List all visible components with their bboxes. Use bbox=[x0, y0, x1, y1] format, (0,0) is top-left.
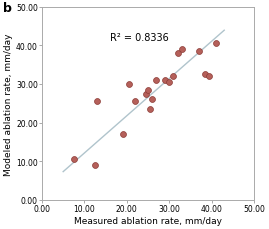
Point bbox=[167, 81, 171, 85]
Point bbox=[144, 92, 148, 96]
Point bbox=[171, 75, 175, 79]
Y-axis label: Modeled ablation rate, mm/day: Modeled ablation rate, mm/day bbox=[4, 33, 13, 175]
Point bbox=[127, 83, 131, 86]
Point bbox=[203, 73, 207, 77]
Text: b: b bbox=[3, 2, 12, 15]
Point bbox=[163, 79, 167, 83]
Point bbox=[148, 108, 152, 112]
Point bbox=[154, 79, 158, 83]
Point bbox=[146, 89, 150, 92]
Point bbox=[72, 158, 76, 161]
Point bbox=[180, 48, 184, 52]
Point bbox=[133, 100, 137, 104]
Point bbox=[95, 100, 99, 104]
Point bbox=[175, 52, 180, 56]
Point bbox=[197, 50, 201, 54]
X-axis label: Measured ablation rate, mm/day: Measured ablation rate, mm/day bbox=[74, 216, 222, 225]
Point bbox=[207, 75, 211, 79]
Point bbox=[120, 133, 125, 136]
Point bbox=[93, 164, 97, 167]
Text: R² = 0.8336: R² = 0.8336 bbox=[110, 32, 169, 42]
Point bbox=[214, 42, 218, 46]
Point bbox=[150, 98, 154, 102]
